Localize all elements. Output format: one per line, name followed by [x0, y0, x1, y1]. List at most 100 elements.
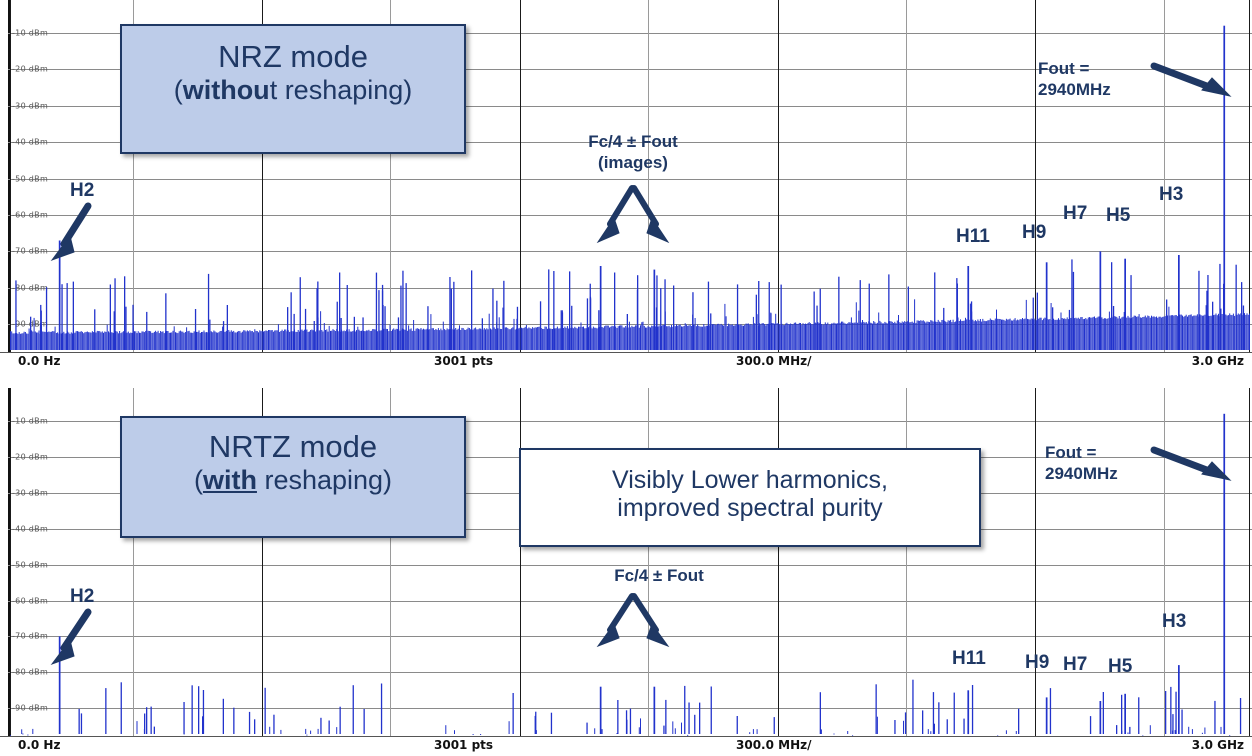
annotation-images-nrtz: Fc/4 ± Fout: [594, 565, 724, 586]
gridline-vertical: [1164, 388, 1165, 736]
arrow-fout-nrz: [1150, 62, 1232, 97]
spectrum-peak-h5: [1124, 693, 1126, 734]
y-axis-tick-label: -20 dBm: [12, 64, 49, 74]
callout-nrz-subtitle: (without reshaping): [173, 74, 413, 105]
freq-start-label: 0.0 Hz: [18, 738, 61, 752]
annotation-h5-nrtz: H5: [1108, 656, 1133, 677]
spectrum-peak-h3: [1178, 255, 1180, 350]
gridline-horizontal: [8, 33, 1252, 34]
gridline-horizontal: [8, 421, 1252, 422]
y-axis-tick-label: -70 dBm: [12, 246, 49, 256]
gridline-horizontal: [8, 324, 1252, 326]
spectrum-trace-nrz: [10, 25, 1250, 350]
annotation-h3-nrtz: H3: [1162, 611, 1187, 632]
gridline-horizontal: [8, 69, 1252, 71]
y-axis-tick-label: -70 dBm: [12, 631, 49, 641]
y-axis-tick-label: -80 dBm: [12, 667, 49, 677]
gridline-vertical: [906, 0, 907, 352]
spectrum-peak-fc-4-fout: [653, 686, 656, 734]
y-axis-tick-label: -50 dBm: [12, 560, 49, 570]
spectrum-peak-h11: [967, 690, 970, 735]
spectrum-peak-fc-4-fout: [599, 266, 602, 350]
annotation-images-line1: Fc/4 ± Fout: [588, 132, 678, 151]
annotation-h2-nrtz: H2: [70, 586, 95, 607]
annotation-fout-line1: Fout =: [1038, 59, 1090, 78]
annotation-fout-line1: Fout =: [1045, 443, 1097, 462]
analyzer-status-bar-nrtz: 0.0 Hz 3001 pts 300.0 MHz/ 3.0 GHz: [0, 736, 1252, 756]
y-axis-tick-label: -60 dBm: [12, 596, 49, 605]
gridline-vertical: [520, 0, 521, 352]
gridline-vertical: [1164, 0, 1165, 352]
arrow-images-left-nrz: [596, 185, 670, 244]
gridline-horizontal: [8, 564, 1252, 566]
y-axis-tick-label: -30 dBm: [12, 488, 49, 498]
gridline-vertical: [390, 0, 391, 352]
annotation-h7-nrtz: H7: [1063, 654, 1088, 675]
y-axis-tick-label: -30 dBm: [12, 101, 49, 111]
spectrum-peak-fout: [1223, 25, 1226, 350]
gridline-horizontal: [8, 178, 1252, 180]
span-per-div-label: 300.0 MHz/: [736, 738, 812, 752]
annotation-h3-nrz: H3: [1159, 184, 1184, 205]
spectrum-peak-h3: [1178, 665, 1180, 734]
callout-nrtz-mode: NRTZ mode (with reshaping): [120, 416, 466, 538]
gridline-vertical: [262, 0, 263, 352]
gridline-vertical: [778, 388, 779, 736]
gridline-vertical: [1249, 0, 1250, 352]
gridline-horizontal: [8, 105, 1252, 107]
spectrum-trace-nrtz: [10, 413, 1242, 736]
annotation-h11-nrz: H11: [956, 226, 990, 247]
freq-stop-label: 3.0 GHz: [1191, 354, 1244, 368]
freq-start-label: 0.0 Hz: [18, 354, 61, 368]
callout-nrtz-title: NRTZ mode: [208, 429, 378, 464]
gridline-vertical: [10, 0, 11, 352]
y-axis-tick-label: -10 dBm: [12, 28, 49, 38]
gridline-vertical: [133, 0, 134, 352]
gridline-vertical: [10, 388, 11, 736]
annotation-fout-line2: 2940MHz: [1038, 80, 1111, 100]
gridline-horizontal: [8, 636, 1252, 638]
gridline-vertical: [778, 0, 779, 352]
y-axis-tick-label: -40 dBm: [12, 524, 49, 534]
y-axis-tick-label: -40 dBm: [12, 137, 49, 147]
y-axis-line: [8, 0, 10, 352]
y-axis-tick-label: -90 dBm: [12, 703, 49, 713]
y-axis-tick-label: -50 dBm: [12, 174, 49, 184]
points-label: 3001 pts: [434, 738, 494, 752]
gridline-horizontal: [8, 672, 1252, 674]
spectrum-peak-h7: [1099, 251, 1102, 350]
annotation-images-line2: (images): [598, 153, 668, 173]
analyzer-status-bar-nrz: 0.0 Hz 3001 pts 300.0 MHz/ 3.0 GHz: [0, 352, 1252, 372]
y-axis-line: [8, 388, 10, 736]
annotation-fout-nrz: Fout = 2940MHz: [1038, 58, 1168, 101]
y-axis-tick-label: -90 dBm: [12, 319, 49, 329]
annotation-fout-nrtz: Fout = 2940MHz: [1045, 442, 1175, 485]
annotation-h5-nrz: H5: [1106, 205, 1131, 226]
arrow-images-nrtz: [596, 593, 670, 648]
arrow-h2-nrtz: [50, 608, 92, 666]
gridline-vertical: [262, 388, 263, 736]
y-axis-tick-label: -80 dBm: [12, 283, 49, 293]
gridline-vertical: [520, 388, 521, 736]
gridline-vertical: [648, 388, 649, 736]
gridline-horizontal: [8, 215, 1252, 216]
annotation-h9-nrz: H9: [1022, 222, 1047, 243]
callout-nrz-title: NRZ mode: [218, 39, 368, 74]
annotation-h9-nrtz: H9: [1025, 652, 1050, 673]
y-axis-tick-label: -60 dBm: [12, 210, 49, 220]
annotation-h2-nrz: H2: [70, 180, 95, 201]
note-line2: improved spectral purity: [617, 494, 883, 522]
gridline-vertical: [648, 0, 649, 352]
spectrum-peak-h11: [967, 266, 970, 350]
annotation-images-nrz: Fc/4 ± Fout (images): [568, 131, 698, 174]
spectrum-peak-fout: [1223, 413, 1226, 734]
gridline-horizontal: [8, 142, 1252, 144]
spectrum-peak-fc-4-fout: [653, 269, 656, 350]
y-axis-tick-label: -10 dBm: [12, 416, 49, 426]
spectrum-peak-h9: [1045, 262, 1048, 350]
annotation-fout-line2: 2940MHz: [1045, 464, 1118, 484]
arrow-fout-nrtz: [1150, 446, 1232, 481]
gridline-vertical: [1035, 0, 1036, 352]
spectrum-peak-h9: [1045, 697, 1048, 734]
